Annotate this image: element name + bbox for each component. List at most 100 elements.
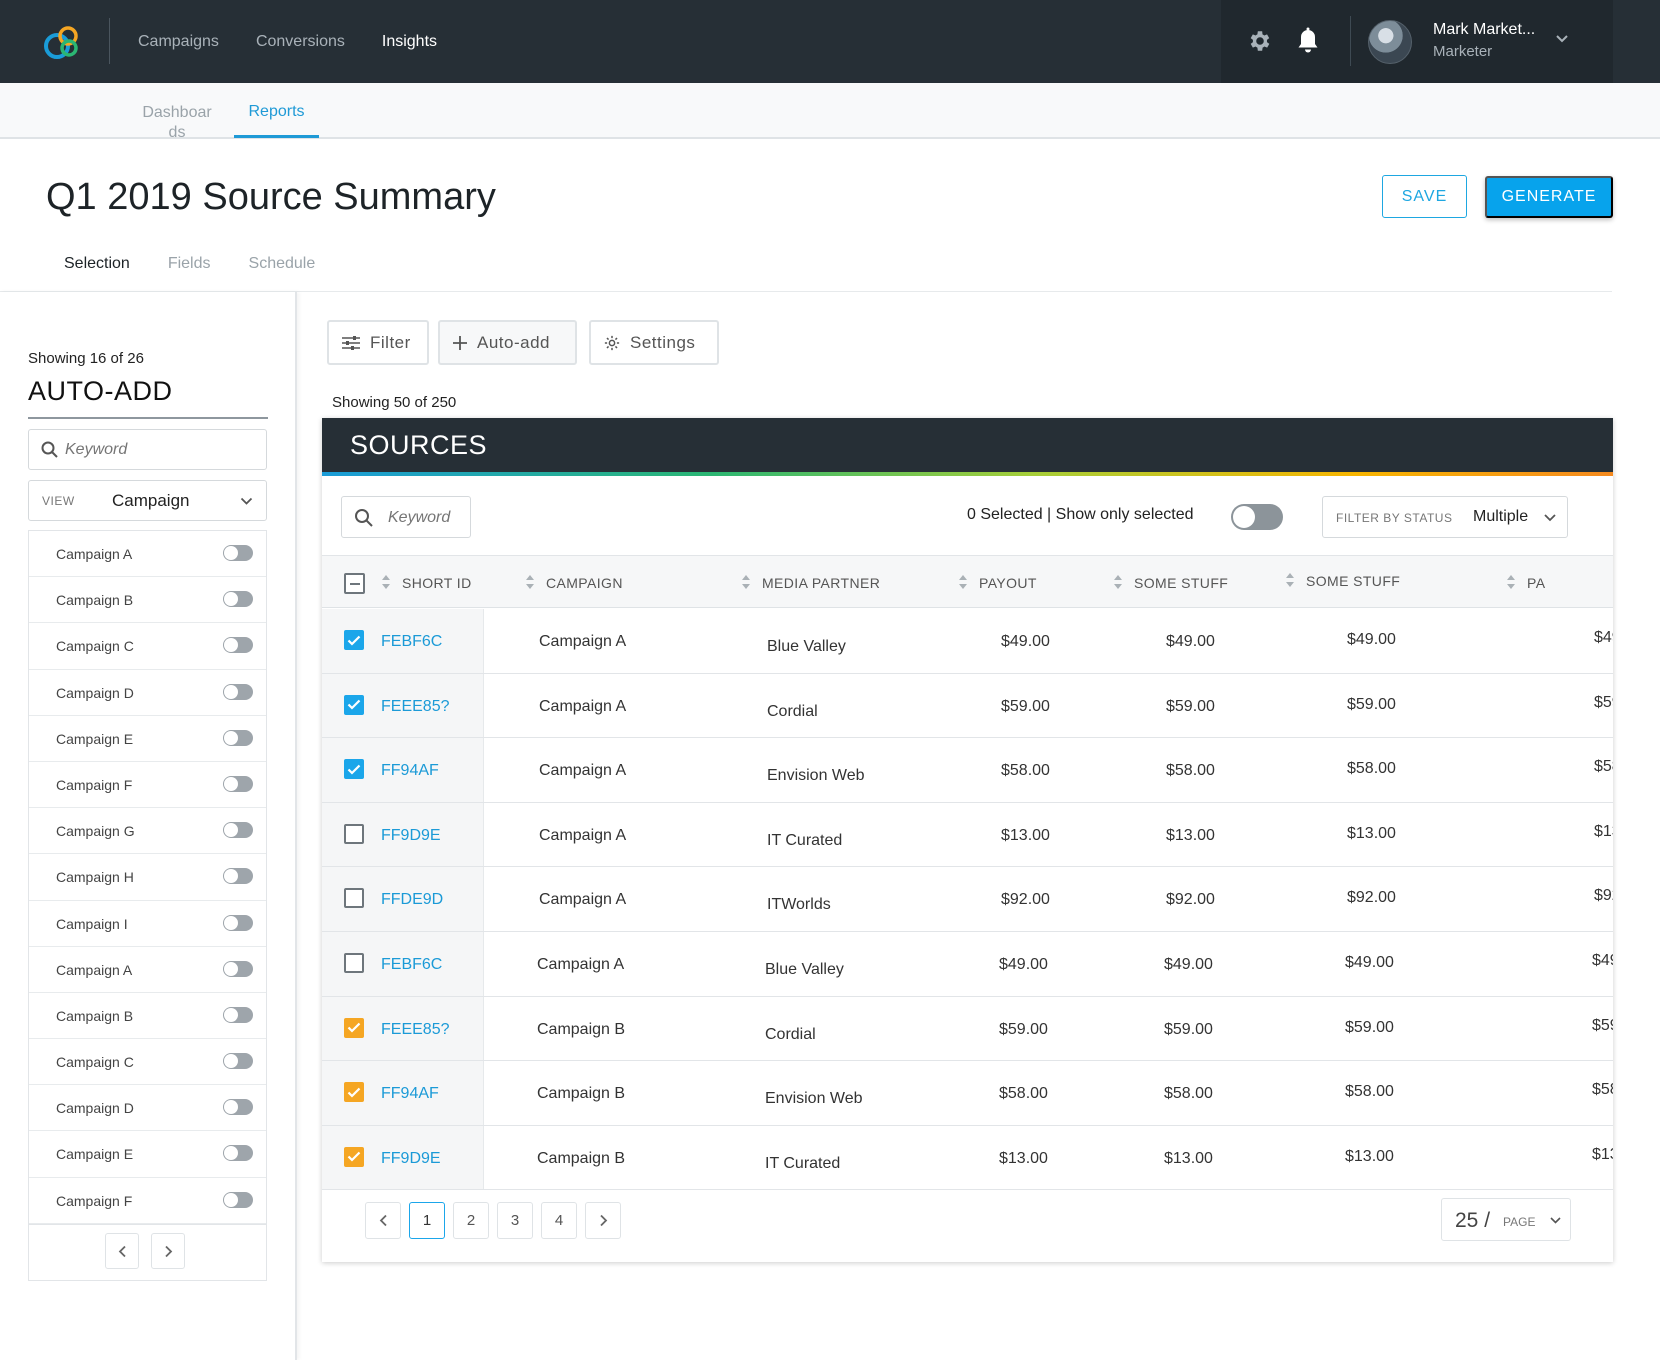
campaign-toggle[interactable]: [223, 1099, 253, 1116]
filter-by-status-select[interactable]: FILTER BY STATUS Multiple: [1322, 496, 1568, 538]
save-button[interactable]: SAVE: [1382, 175, 1467, 218]
campaign-toggle[interactable]: [223, 1053, 253, 1070]
short-id-link[interactable]: FEEE85?: [381, 1020, 450, 1038]
row-checkbox[interactable]: [344, 823, 364, 844]
campaign-toggle[interactable]: [223, 1191, 253, 1208]
column-header-some-stuff-2[interactable]: SOME STUFF: [1306, 573, 1401, 589]
table-row[interactable]: FF94AF Campaign B Envision Web $58.00 $58.00…: [322, 1061, 1613, 1126]
campaign-toggle[interactable]: [223, 914, 253, 931]
short-id-link[interactable]: FEEE85?: [381, 697, 450, 715]
column-header-some-stuff[interactable]: SOME STUFF: [1134, 575, 1229, 591]
page-1-button[interactable]: 1: [409, 1202, 445, 1239]
settings-button[interactable]: Settings: [589, 320, 719, 365]
next-page-button[interactable]: [585, 1202, 621, 1239]
campaign-toggle[interactable]: [223, 729, 253, 746]
row-checkbox[interactable]: [344, 953, 364, 973]
row-checkbox[interactable]: [344, 1082, 364, 1103]
bell-icon[interactable]: [1296, 27, 1320, 55]
logo-icon[interactable]: [42, 22, 84, 62]
campaign-cell: Campaign A: [539, 891, 627, 909]
page-2-button[interactable]: 2: [453, 1202, 489, 1239]
short-id-link[interactable]: FFDE9D: [381, 891, 444, 909]
table-row[interactable]: FF9D9E Campaign B IT Curated $13.00 $13.00 $1…: [322, 1125, 1613, 1191]
filter-label: Filter: [370, 332, 411, 352]
sources-search-input[interactable]: [388, 504, 466, 532]
campaign-toggle[interactable]: [223, 1006, 253, 1023]
sidebar-prev-button[interactable]: [105, 1233, 139, 1269]
sidebar-next-button[interactable]: [151, 1233, 185, 1269]
table-row[interactable]: FEEE85? Campaign B Cordial $59.00 $59.00 $59.…: [322, 996, 1613, 1062]
row-checkbox[interactable]: [344, 759, 364, 780]
table-row[interactable]: FEBF6C Campaign A Blue Valley $49.00 $49.00 $…: [322, 609, 1613, 674]
column-header-payout[interactable]: PAYOUT: [979, 575, 1037, 591]
table-row[interactable]: FEEE85? Campaign A Cordial $59.00 $59.00 $59.…: [322, 673, 1613, 739]
short-id-link[interactable]: FEBF6C: [381, 956, 443, 973]
tab-selection[interactable]: Selection: [64, 255, 130, 272]
sort-icon[interactable]: [1285, 572, 1295, 588]
some-stuff-cell: $58.00: [1166, 762, 1215, 780]
page-4-button[interactable]: 4: [541, 1202, 577, 1239]
sort-icon[interactable]: [525, 574, 535, 590]
campaign-toggle[interactable]: [223, 545, 253, 561]
campaign-cell: Campaign A: [539, 826, 627, 844]
short-id-link[interactable]: FF94AF: [381, 1085, 439, 1103]
row-checkbox[interactable]: [344, 1146, 364, 1167]
tab-fields[interactable]: Fields: [167, 255, 211, 272]
per-page-select[interactable]: 25 / PAGE: [1441, 1198, 1571, 1241]
page-3-button[interactable]: 3: [497, 1202, 533, 1239]
table-row[interactable]: FEBF6C Campaign A Blue Valley $49.00 $49.00 $…: [322, 932, 1613, 997]
subtab-dashboards[interactable]: Dashboards: [142, 104, 212, 141]
campaign-toggle[interactable]: [223, 868, 253, 885]
sort-icon[interactable]: [1113, 574, 1123, 590]
filter-button[interactable]: Filter: [327, 320, 429, 365]
column-header-media-partner[interactable]: MEDIA PARTNER: [762, 575, 881, 591]
gear-icon[interactable]: [1247, 28, 1273, 54]
sort-icon[interactable]: [1506, 574, 1516, 590]
campaign-name: Campaign D: [56, 1100, 134, 1117]
list-item: Campaign D: [29, 670, 266, 716]
table-row[interactable]: FF94AF Campaign A Envision Web $58.00 $58.00…: [322, 738, 1613, 803]
row-checkbox[interactable]: [344, 888, 364, 909]
short-id-link[interactable]: FEBF6C: [381, 633, 443, 650]
user-name[interactable]: Mark Market...: [1433, 21, 1536, 38]
payout-2-cell: $49: [1592, 952, 1613, 969]
chevron-down-icon[interactable]: [1555, 34, 1569, 44]
view-value: Campaign: [112, 491, 190, 510]
short-id-link[interactable]: FF9D9E: [381, 1149, 441, 1167]
tab-schedule[interactable]: Schedule: [248, 255, 316, 272]
campaign-toggle[interactable]: [223, 775, 253, 792]
payout-2-cell: $59: [1592, 1016, 1613, 1034]
avatar[interactable]: [1368, 20, 1412, 64]
campaign-toggle[interactable]: [223, 822, 253, 839]
short-id-link[interactable]: FF9D9E: [381, 826, 441, 844]
campaign-toggle[interactable]: [223, 637, 253, 654]
sidebar-search-input[interactable]: [65, 436, 255, 464]
campaign-toggle[interactable]: [223, 683, 253, 700]
short-id-link[interactable]: FF94AF: [381, 762, 439, 780]
topnav-insights[interactable]: Insights: [381, 32, 438, 50]
generate-button[interactable]: GENERATE: [1485, 176, 1613, 218]
campaign-toggle[interactable]: [223, 960, 253, 977]
table-row[interactable]: FFDE9D Campaign A ITWorlds $92.00 $92.00 $92.…: [322, 867, 1613, 932]
select-all-checkbox[interactable]: [344, 573, 365, 594]
row-checkbox[interactable]: [344, 630, 364, 650]
column-header-campaign[interactable]: CAMPAIGN: [546, 575, 623, 591]
prev-page-button[interactable]: [365, 1202, 401, 1239]
sort-icon[interactable]: [958, 574, 968, 590]
campaign-toggle[interactable]: [223, 1145, 253, 1162]
sort-icon[interactable]: [741, 574, 751, 590]
campaign-toggle[interactable]: [223, 591, 253, 608]
topnav-conversions[interactable]: Conversions: [255, 32, 345, 50]
subtab-reports[interactable]: Reports: [248, 103, 305, 120]
auto-add-button[interactable]: Auto-add: [438, 320, 577, 365]
table-row[interactable]: FF9D9E Campaign A IT Curated $13.00 $13.00 $1…: [322, 802, 1613, 868]
view-select[interactable]: VIEW Campaign: [28, 480, 267, 521]
show-only-selected-toggle[interactable]: [1231, 504, 1283, 530]
row-checkbox[interactable]: [344, 694, 364, 715]
column-header-payout-2[interactable]: PA: [1527, 575, 1546, 591]
row-checkbox[interactable]: [344, 1017, 364, 1038]
column-header-short-id[interactable]: SHORT ID: [402, 575, 472, 591]
topnav-campaigns[interactable]: Campaigns: [138, 32, 219, 50]
sidebar-count: Showing 16 of 26: [28, 350, 144, 367]
sort-icon[interactable]: [381, 574, 391, 590]
